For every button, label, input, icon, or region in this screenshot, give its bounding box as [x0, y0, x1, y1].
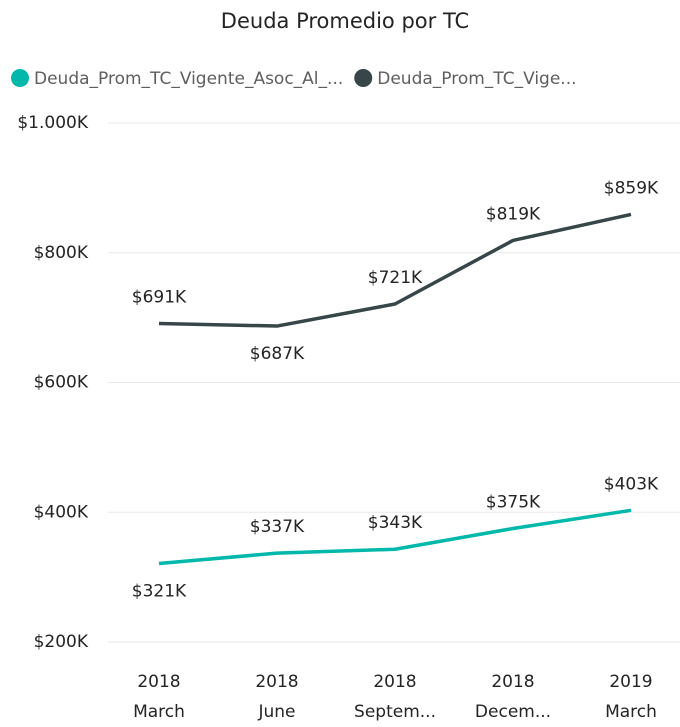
data-label: $691K	[132, 287, 187, 307]
x-tick-label: Septem...	[354, 702, 436, 722]
legend-label: Deuda_Prom_TC_Vigente_Asoc_Al_...	[34, 69, 343, 89]
data-label: $819K	[486, 204, 541, 224]
legend-marker	[354, 69, 373, 87]
x-tick-label: 2018	[255, 672, 298, 692]
chart-title: Deuda Promedio por TC	[221, 9, 469, 33]
x-tick-label: 2018	[137, 672, 180, 692]
data-label: $375K	[486, 492, 541, 512]
x-tick-label: 2018	[373, 672, 416, 692]
data-label: $321K	[132, 582, 187, 602]
data-label: $859K	[604, 178, 659, 198]
x-tick-label: 2019	[609, 672, 652, 692]
x-tick-label: June	[257, 702, 295, 722]
y-tick-label: $800K	[34, 243, 89, 263]
x-tick-label: March	[605, 702, 657, 722]
x-tick-label: March	[133, 702, 185, 722]
legend-label: Deuda_Prom_TC_Vige...	[377, 69, 576, 89]
y-tick-label: $1.000K	[17, 113, 88, 133]
data-label: $687K	[250, 344, 305, 364]
data-label: $343K	[368, 513, 423, 533]
data-label: $403K	[604, 474, 659, 494]
x-tick-label: Decem...	[475, 702, 551, 722]
data-label: $721K	[368, 268, 423, 288]
y-tick-label: $200K	[34, 632, 89, 652]
legend-marker	[11, 69, 29, 87]
y-tick-label: $600K	[34, 373, 89, 393]
y-tick-label: $400K	[34, 502, 89, 522]
line	[158, 212, 632, 328]
x-tick-label: 2018	[491, 672, 534, 692]
line	[158, 508, 632, 566]
data-label: $337K	[250, 517, 305, 537]
